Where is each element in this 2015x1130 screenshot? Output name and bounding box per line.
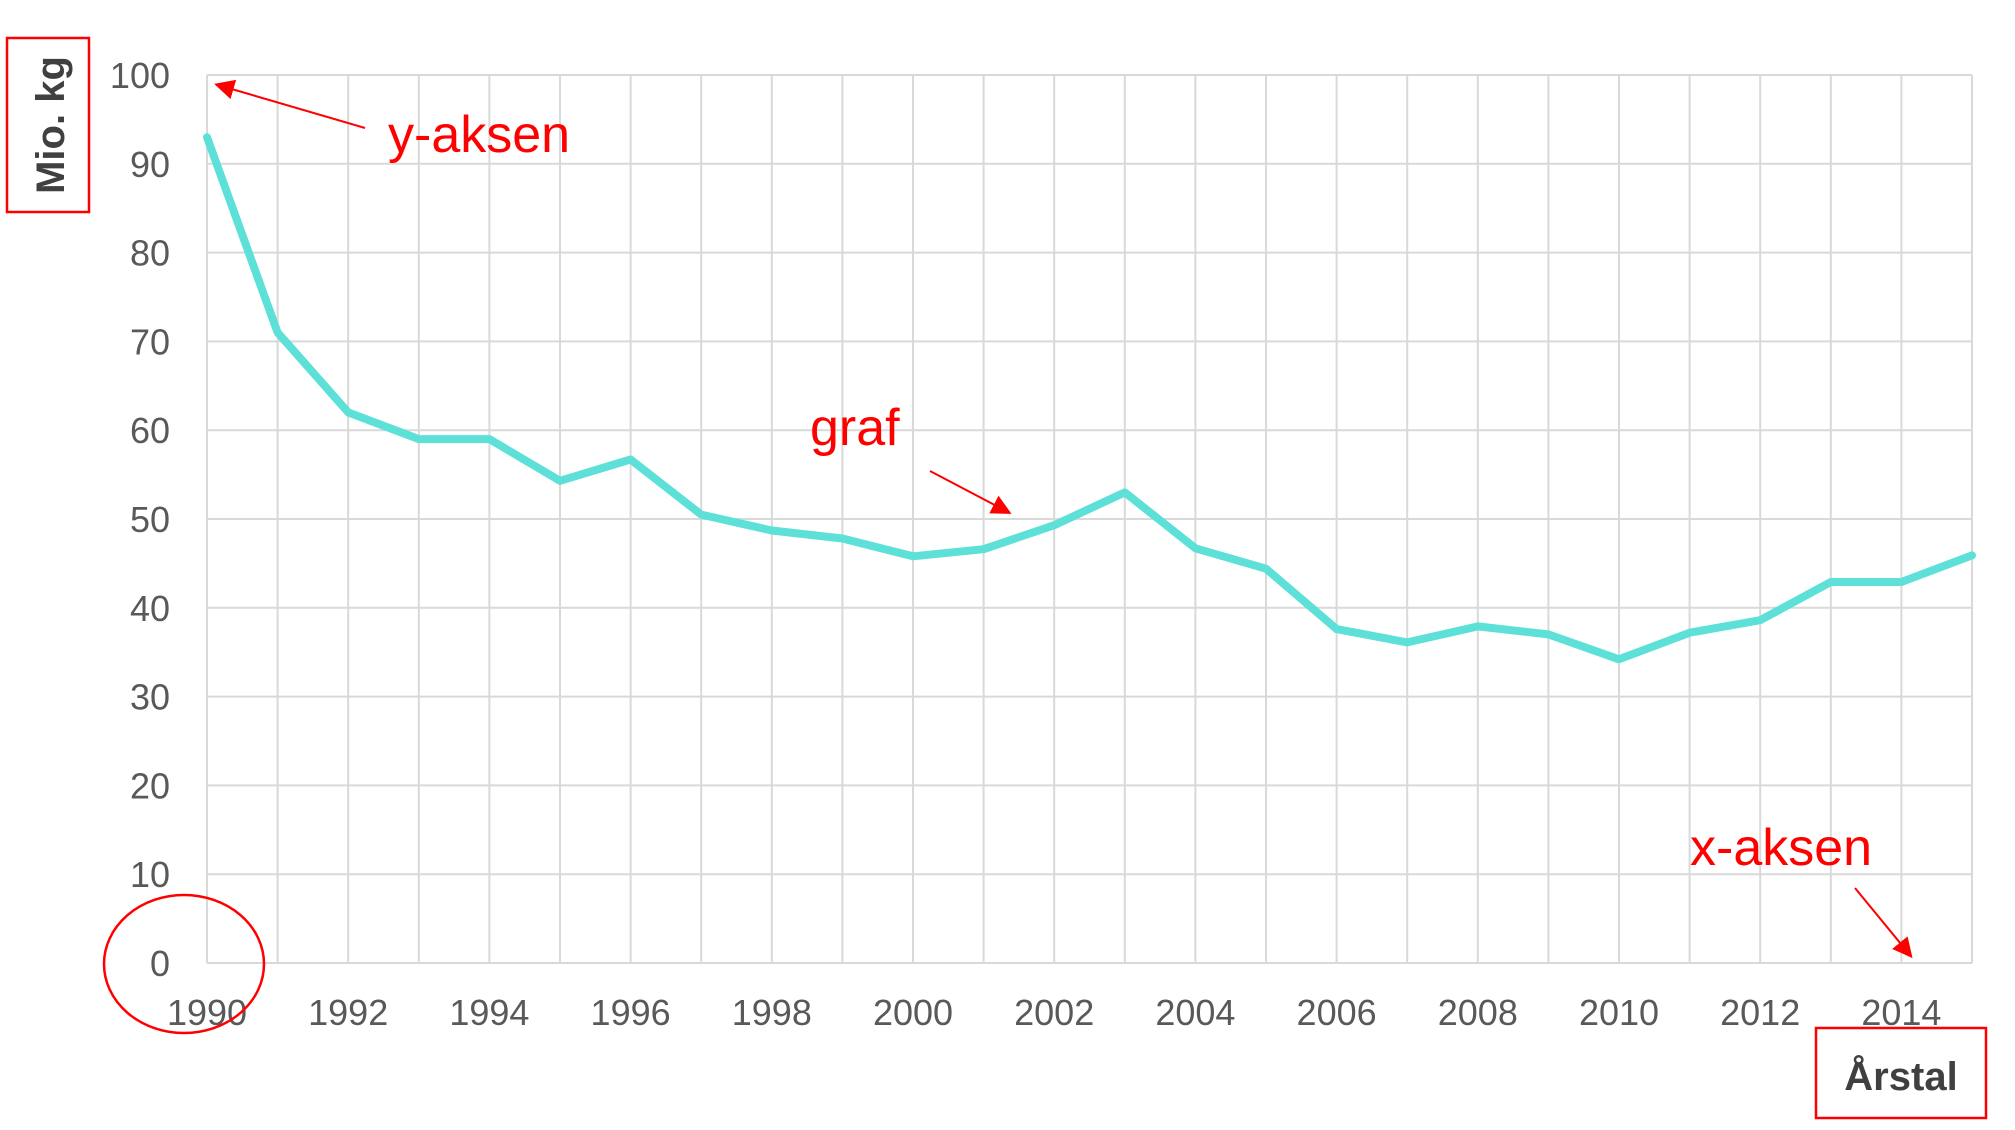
data-point [912,555,914,557]
x-tick-label: 2014 [1861,992,1941,1033]
data-point [700,514,702,516]
y-axis-annotation-arrow [214,79,366,129]
y-tick-label: 60 [130,410,170,451]
x-tick-label: 1998 [732,992,812,1033]
x-tick-label: 2006 [1297,992,1377,1033]
data-point [983,548,985,550]
x-axis-title-box [1814,1026,1988,1120]
y-tick-label: 20 [130,765,170,806]
y-tick-label: 30 [130,677,170,718]
series-group [203,133,1976,664]
x-tick-label: 1996 [591,992,671,1033]
data-point [277,332,279,334]
y-tick-label: 90 [130,144,170,185]
data-point [488,438,490,440]
y-tick-label: 0 [150,943,170,984]
data-point [418,438,420,440]
x-tick-label: 2010 [1579,992,1659,1033]
data-point [1477,625,1479,627]
data-point [1336,628,1338,630]
data-point [206,136,208,138]
data-point [841,538,843,540]
data-point [1689,632,1691,634]
y-axis-ticks: 0 10 20 30 40 50 60 70 80 90 100 [110,55,170,984]
graf-annotation-arrow [929,470,1012,514]
data-point [1406,641,1408,643]
y-tick-label: 100 [110,55,170,96]
data-point [1124,491,1126,493]
data-point [1759,619,1761,621]
x-axis-annotation: x-aksen [1690,819,1872,877]
x-axis-ticks: 1990 1992 1994 1996 1998 2000 2002 2004 2006 2008… [167,992,1941,1033]
data-point [1830,581,1832,583]
y-tick-label: 40 [130,588,170,629]
y-tick-label: 70 [130,321,170,362]
x-tick-label: 2004 [1155,992,1235,1033]
y-tick-label: 80 [130,233,170,274]
data-point [347,411,349,413]
y-axis-title: Mio. kg [29,56,73,194]
series-line-0 [203,133,1976,664]
gridlines [206,74,1973,964]
x-tick-label: 2002 [1014,992,1094,1033]
data-point [1053,524,1055,526]
x-tick-label: 2012 [1720,992,1800,1033]
y-tick-label: 10 [130,854,170,895]
data-point [771,530,773,532]
y-axis-annotation: y-aksen [388,106,570,164]
x-tick-label: 2008 [1438,992,1518,1033]
y-tick-label: 50 [130,499,170,540]
data-point [1547,633,1549,635]
data-point [630,459,632,461]
data-point [1971,554,1973,556]
x-tick-label: 1990 [167,992,247,1033]
data-point [1265,568,1267,570]
data-point [1618,658,1620,660]
x-axis-annotation-arrow [1854,887,1913,959]
y-axis-title-box [5,36,91,214]
data-point [1194,547,1196,549]
x-tick-label: 1992 [308,992,388,1033]
x-axis-title: Årstal [1844,1054,1957,1099]
x-tick-label: 2000 [873,992,953,1033]
data-point [559,480,561,482]
x-tick-label: 1994 [449,992,529,1033]
graf-annotation: graf [810,399,900,457]
data-point [1900,581,1902,583]
origin-circle [102,893,266,1035]
